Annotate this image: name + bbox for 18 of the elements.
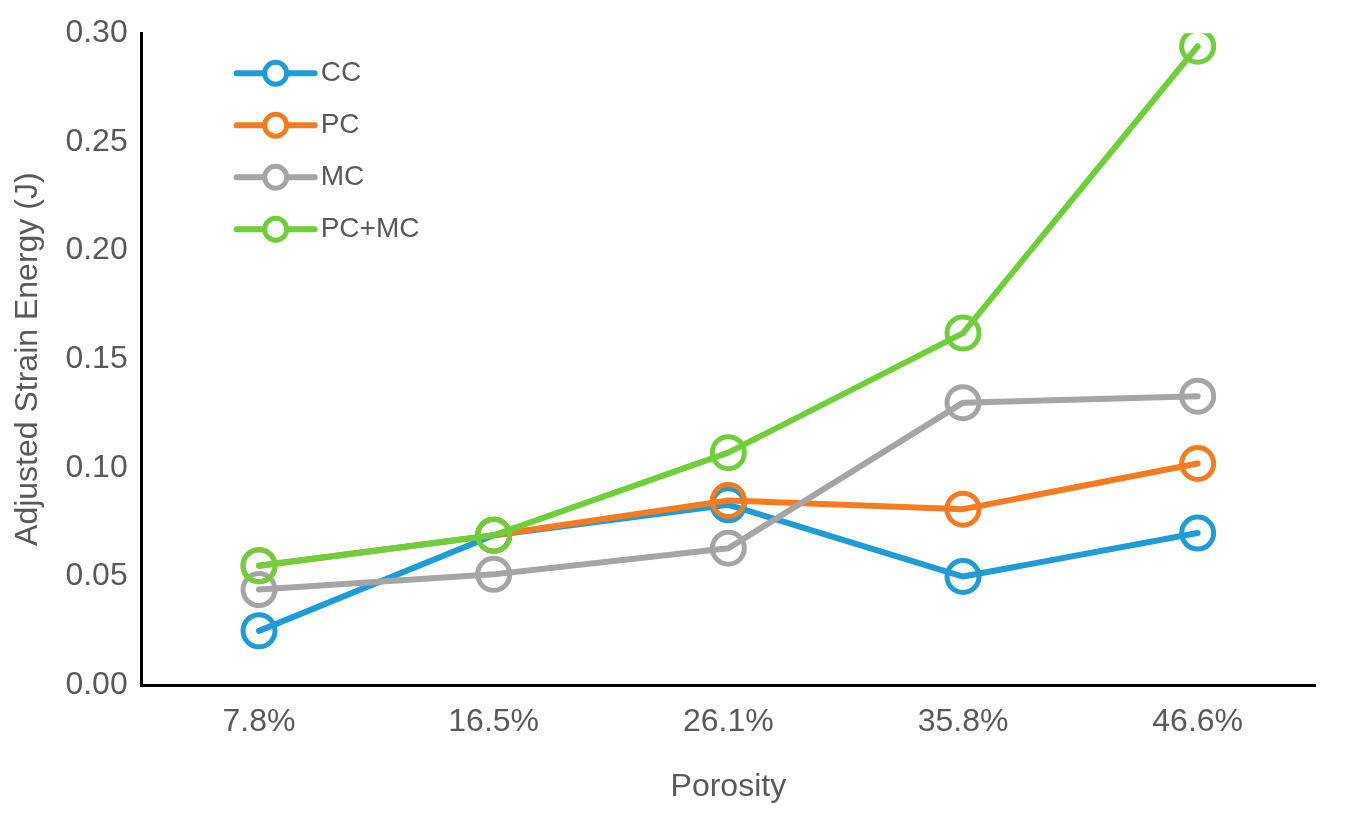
x-tick-label: 16.5% <box>448 702 540 739</box>
y-tick-label: 0.25 <box>65 121 128 158</box>
x-tick-label: 7.8% <box>222 702 296 739</box>
x-tick-label: 35.8% <box>917 702 1009 739</box>
y-tick-label: 0.00 <box>65 665 128 702</box>
y-tick-label: 0.05 <box>65 556 128 593</box>
x-tick-label: 26.1% <box>682 702 774 739</box>
x-tick-label: 46.6% <box>1152 702 1244 739</box>
y-tick-label: 0.20 <box>65 230 128 267</box>
y-tick-label: 0.30 <box>65 13 128 50</box>
y-tick-label: 0.10 <box>65 447 128 484</box>
y-tick-label: 0.15 <box>65 339 128 376</box>
legend-label: PC <box>320 107 360 139</box>
legend-label: PC+MC <box>320 211 420 243</box>
legend-label: CC <box>320 55 362 87</box>
x-axis-title: Porosity <box>670 766 787 803</box>
legend-label: MC <box>320 159 365 191</box>
y-axis-title: Adjusted Strain Energy (J) <box>8 172 45 546</box>
